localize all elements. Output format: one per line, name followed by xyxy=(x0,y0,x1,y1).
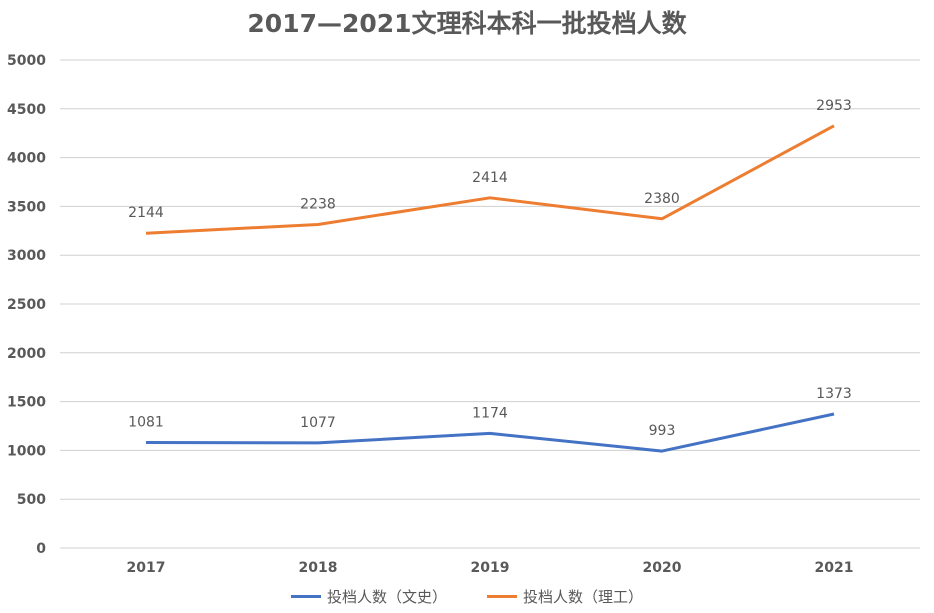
data-label: 1077 xyxy=(300,415,336,431)
legend-item-ligong: 投档人数（理工） xyxy=(487,586,643,607)
legend-swatch xyxy=(290,595,321,598)
data-label: 1373 xyxy=(816,386,852,402)
y-tick-label: 5000 xyxy=(7,53,46,69)
data-label: 2953 xyxy=(816,98,852,114)
y-tick-label: 1000 xyxy=(7,443,46,459)
data-label: 2144 xyxy=(128,205,164,221)
x-tick-label: 2017 xyxy=(127,560,166,576)
y-tick-label: 2000 xyxy=(7,346,46,362)
data-label: 1081 xyxy=(128,414,164,430)
y-tick-label: 3500 xyxy=(7,199,46,215)
x-tick-label: 2019 xyxy=(471,560,510,576)
data-label: 2414 xyxy=(472,170,508,186)
chart-title: 2017—2021文理科本科一批投档人数 xyxy=(247,9,687,38)
legend-item-wenshi: 投档人数（文史） xyxy=(290,586,447,607)
y-tick-label: 4500 xyxy=(7,102,46,118)
y-tick-label: 2500 xyxy=(7,297,46,313)
x-tick-label: 2020 xyxy=(643,560,682,576)
series-line-1 xyxy=(145,124,835,235)
data-label: 1174 xyxy=(472,405,508,421)
data-label: 2238 xyxy=(300,196,336,212)
y-tick-label: 500 xyxy=(17,492,46,508)
legend-swatch xyxy=(487,595,517,598)
y-tick-label: 3000 xyxy=(7,248,46,264)
y-tick-label: 4000 xyxy=(7,151,46,167)
legend-label: 投档人数（理工） xyxy=(523,588,644,606)
data-label: 2380 xyxy=(644,191,680,207)
data-label: 993 xyxy=(649,423,676,439)
y-tick-label: 0 xyxy=(36,541,46,557)
series-line-0 xyxy=(145,412,835,453)
x-tick-label: 2018 xyxy=(299,560,338,576)
y-tick-label: 1500 xyxy=(7,395,46,411)
legend: 投档人数（文史） 投档人数（理工） xyxy=(0,586,934,607)
x-tick-label: 2021 xyxy=(815,560,854,576)
legend-label: 投档人数（文史） xyxy=(326,588,447,606)
